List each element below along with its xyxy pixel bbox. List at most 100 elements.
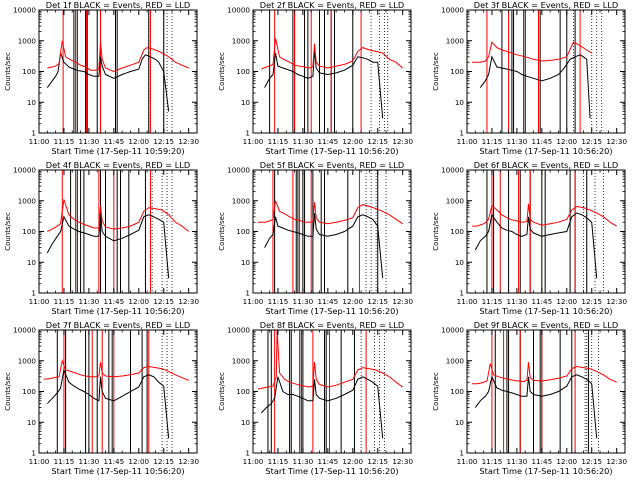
x-tick-label: 11:00 <box>243 137 264 146</box>
x-tick-label: 11:30 <box>507 457 528 466</box>
x-tick-label: 11:45 <box>317 297 338 306</box>
y-axis-label: Counts/sec <box>4 52 12 91</box>
x-tick-label: 12:15 <box>581 297 602 306</box>
y-tick-label: 100 <box>450 387 464 396</box>
x-tick-label: 11:30 <box>79 297 100 306</box>
panel-6: Det 6f BLACK = Events, RED = LLD Counts/s… <box>432 160 627 316</box>
x-tick-label: 11:30 <box>293 297 314 306</box>
y-tick-label: 100 <box>236 227 250 236</box>
y-tick-label: 10 <box>27 418 37 427</box>
y-axis-label: Counts/sec <box>218 372 226 411</box>
events-series-line <box>264 212 384 279</box>
panel-title: Det 6f BLACK = Events, RED = LLD <box>474 160 618 170</box>
x-tick-label: 12:15 <box>581 457 602 466</box>
plot-area <box>472 10 603 133</box>
x-tick-label: 12:30 <box>178 137 199 146</box>
x-tick-label: 12:30 <box>606 137 627 146</box>
x-tick-label: 12:00 <box>342 137 363 146</box>
x-tick-label: 11:45 <box>103 137 124 146</box>
panel-5: Det 5f BLACK = Events, RED = LLD Counts/s… <box>218 160 413 316</box>
y-axis-label: Counts/sec <box>4 212 12 251</box>
y-axis-label: Counts/sec <box>432 212 440 251</box>
events-series-line <box>264 49 384 119</box>
x-tick-label: 11:45 <box>531 297 552 306</box>
x-tick-label: 11:30 <box>79 137 100 146</box>
x-tick-label: 11:15 <box>482 457 503 466</box>
y-tick-label: 10 <box>241 418 251 427</box>
x-tick-label: 12:00 <box>128 137 149 146</box>
y-tick-label: 10 <box>455 418 465 427</box>
x-tick-label: 11:45 <box>531 457 552 466</box>
x-axis-label: Start Time (17-Sep-11 10:56:20) <box>479 146 612 156</box>
x-tick-label: 12:00 <box>556 137 577 146</box>
x-tick-label: 11:00 <box>457 297 478 306</box>
x-tick-label: 11:30 <box>293 457 314 466</box>
x-tick-label: 11:15 <box>268 137 289 146</box>
events-series-line <box>46 52 170 112</box>
x-tick-label: 11:45 <box>317 137 338 146</box>
panel-3: Det 3f BLACK = Events, RED = LLD Counts/s… <box>432 0 627 156</box>
x-tick-label: 11:15 <box>482 137 503 146</box>
y-tick-label: 1000 <box>18 196 37 205</box>
x-tick-label: 12:15 <box>581 137 602 146</box>
y-axis-label: Counts/sec <box>432 52 440 91</box>
y-axis-label: Counts/sec <box>218 212 226 251</box>
y-tick-label: 1 <box>31 449 36 458</box>
y-tick-label: 10000 <box>13 326 36 335</box>
lld-series-line <box>258 200 403 225</box>
axes-frame <box>466 169 626 294</box>
plot-area <box>43 330 189 453</box>
x-axis-label: Start Time (17-Sep-11 10:56:20) <box>265 466 398 476</box>
y-tick-label: 1 <box>245 129 250 138</box>
y-tick-label: 10000 <box>13 166 36 175</box>
x-axis-label: Start Time (17-Sep-11 10:56:20) <box>265 146 398 156</box>
panel-title: Det 9f BLACK = Events, RED = LLD <box>474 320 618 330</box>
y-tick-label: 10000 <box>441 6 464 15</box>
x-tick-label: 12:00 <box>128 457 149 466</box>
x-tick-label: 11:15 <box>54 457 75 466</box>
plot-area <box>258 170 403 293</box>
plot-area <box>472 170 617 293</box>
panel-7: Det 7f BLACK = Events, RED = LLD Counts/s… <box>4 320 199 476</box>
y-tick-label: 100 <box>22 227 36 236</box>
x-tick-label: 11:00 <box>457 457 478 466</box>
plot-area <box>46 170 190 293</box>
panel-title: Det 3f BLACK = Events, RED = LLD <box>474 0 618 10</box>
y-tick-label: 10 <box>241 98 251 107</box>
lld-series-line <box>472 362 617 385</box>
lld-series-line <box>472 203 617 227</box>
x-tick-label: 11:00 <box>29 457 50 466</box>
x-tick-label: 12:00 <box>556 457 577 466</box>
lld-series-line <box>257 330 403 390</box>
x-axis-label: Start Time (17-Sep-11 10:56:20) <box>479 306 612 316</box>
x-tick-label: 12:30 <box>392 137 413 146</box>
x-tick-label: 11:00 <box>29 297 50 306</box>
y-tick-label: 1000 <box>18 356 37 365</box>
panel-2: Det 2f BLACK = Events, RED = LLD Counts/s… <box>218 0 413 156</box>
panel-9: Det 9f BLACK = Events, RED = LLD Counts/s… <box>432 320 627 476</box>
y-tick-label: 10000 <box>227 6 250 15</box>
x-tick-label: 12:15 <box>367 297 388 306</box>
panel-title: Det 1f BLACK = Events, RED = LLD <box>46 0 190 10</box>
y-tick-label: 100 <box>236 67 250 76</box>
x-tick-label: 11:15 <box>54 137 75 146</box>
panel-title: Det 7f BLACK = Events, RED = LLD <box>46 320 190 330</box>
y-tick-label: 1 <box>245 289 250 298</box>
x-tick-label: 11:45 <box>103 457 124 466</box>
y-tick-label: 10000 <box>227 326 250 335</box>
x-tick-label: 12:30 <box>178 297 199 306</box>
x-tick-label: 12:30 <box>392 457 413 466</box>
x-tick-label: 12:30 <box>392 297 413 306</box>
x-tick-label: 11:00 <box>29 137 50 146</box>
y-tick-label: 10 <box>27 258 37 267</box>
y-tick-label: 1 <box>31 129 36 138</box>
panel-title: Det 2f BLACK = Events, RED = LLD <box>260 0 404 10</box>
axes-frame <box>466 9 626 134</box>
y-tick-label: 1000 <box>446 36 465 45</box>
axes-frame <box>252 9 412 134</box>
x-tick-label: 11:00 <box>243 457 264 466</box>
y-tick-label: 10 <box>27 98 37 107</box>
y-tick-label: 10 <box>455 98 465 107</box>
events-series-line <box>474 374 598 439</box>
x-tick-label: 12:00 <box>342 297 363 306</box>
